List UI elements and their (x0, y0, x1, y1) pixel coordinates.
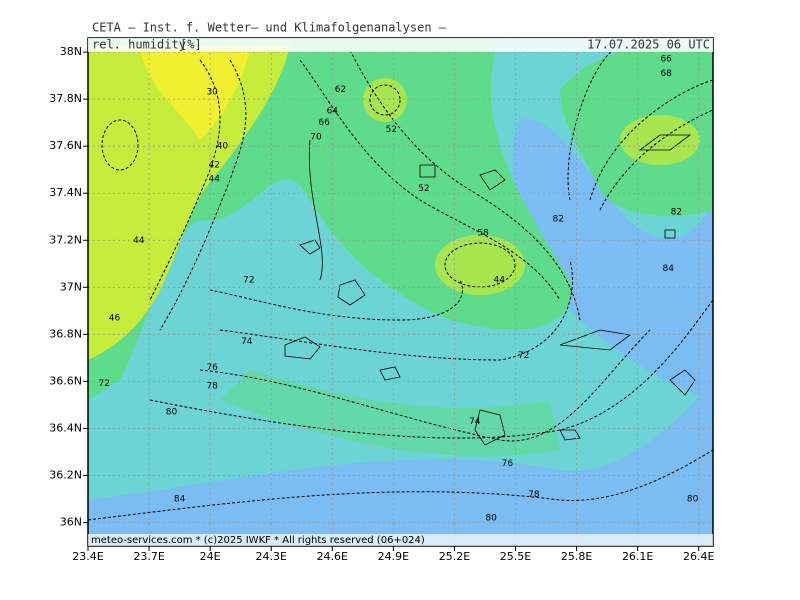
contour-label: 52 (386, 125, 397, 135)
contour-label: 82 (671, 208, 682, 218)
field-blue (88, 380, 713, 546)
contour-line (589, 79, 713, 201)
x-tick-label: 24.3E (255, 550, 286, 563)
title: CETA — Inst. f. Wetter— und Klimafolgena… (92, 21, 447, 35)
contour-label: 70 (310, 132, 322, 142)
contour-label: 44 (494, 276, 506, 286)
x-tick-label: 24.6E (317, 550, 348, 563)
contour-label: 66 (318, 118, 330, 128)
contour-label: 72 (243, 276, 254, 286)
contour-label: 40 (217, 142, 229, 152)
x-tick-label: 26.4E (683, 550, 714, 563)
contour-label: 44 (208, 175, 220, 185)
humidity-field: 72 74 76 78 80 84 74 76 78 80 80 82 84 82 72 52 64 62 66 70… (88, 38, 713, 546)
unit: [%] (180, 38, 202, 52)
datetime: 17.07.2025 06 UTC (587, 38, 710, 52)
y-tick-label: 36.4N (49, 421, 82, 434)
contour-line (299, 59, 561, 301)
y-tick-label: 36.8N (49, 327, 82, 340)
contour-label: 80 (166, 407, 178, 417)
field-yellow (88, 45, 290, 360)
footer-band (88, 534, 713, 546)
contour-line (101, 119, 139, 171)
y-tick-label: 37.6N (49, 139, 82, 152)
header-band (88, 38, 713, 52)
contour-label: 68 (660, 69, 672, 79)
contour-label: 52 (418, 184, 429, 194)
contour-line (219, 259, 573, 361)
grid (88, 38, 713, 546)
contour-label: 82 (553, 215, 564, 225)
x-tick-label: 23.7E (133, 550, 164, 563)
contour-label: 74 (469, 417, 481, 427)
contour-label: 74 (241, 337, 253, 347)
contour-line (369, 84, 401, 116)
contour-labels: 72 74 76 78 80 84 74 76 78 80 80 82 84 82 72 52 64 62 66 70… (99, 55, 699, 524)
axis-ticks: 23.4E 23.7E 24E 24.3E 24.6E 24.9E 25.2E 25.5E 25… (49, 45, 714, 563)
field-yellow (435, 235, 525, 295)
field-yellow (140, 50, 250, 140)
contour-label: 30 (206, 88, 218, 98)
contour-line (199, 329, 651, 442)
y-tick-label: 36.6N (49, 374, 82, 387)
contour-label: 84 (174, 494, 186, 504)
contour-label: 42 (208, 161, 219, 171)
contour-line (149, 299, 713, 439)
contour-label: 72 (518, 351, 529, 361)
y-tick-label: 36.2N (49, 468, 82, 481)
contour-label: 78 (528, 490, 540, 500)
contour-label: 80 (687, 494, 699, 504)
contour-line (209, 279, 463, 321)
x-tick-label: 23.4E (72, 550, 103, 563)
footer: meteo-services.com * (c)2025 IWKF * All … (91, 535, 425, 546)
contour-line (88, 449, 713, 521)
contour-label: 76 (206, 363, 218, 373)
x-tick-label: 25.8E (561, 550, 592, 563)
x-tick-label: 25.2E (439, 550, 470, 563)
y-tick-label: 38N (60, 45, 82, 58)
x-tick-label: 25.5E (500, 550, 531, 563)
variable-name: rel. humidity (92, 38, 186, 52)
y-tick-label: 37.2N (49, 233, 82, 246)
contour-line (349, 49, 581, 321)
y-tick-label: 37.8N (49, 92, 82, 105)
contour-label: 64 (327, 106, 339, 116)
y-tick-label: 37N (60, 280, 82, 293)
field-blue (512, 119, 713, 400)
contour-label: 62 (335, 85, 346, 95)
contour-label: 72 (99, 379, 110, 389)
contour-label: 58 (477, 229, 489, 239)
x-tick-label: 26.1E (622, 550, 653, 563)
contour-line (567, 44, 621, 201)
contour-line (159, 59, 247, 331)
contour-line (599, 109, 713, 211)
contour-label: 80 (485, 513, 497, 523)
x-tick-label: 24E (200, 550, 221, 563)
contour-label: 76 (502, 459, 514, 469)
contour-label: 78 (206, 382, 218, 392)
coastline (284, 134, 696, 446)
field-yellow (363, 78, 407, 122)
contour-label: 44 (133, 236, 145, 246)
contour-label: 66 (660, 55, 672, 65)
contour-label: 84 (662, 264, 674, 274)
y-tick-label: 37.4N (49, 186, 82, 199)
y-tick-label: 36N (60, 515, 82, 528)
contour-label: 46 (109, 313, 121, 323)
x-tick-label: 24.9E (378, 550, 409, 563)
